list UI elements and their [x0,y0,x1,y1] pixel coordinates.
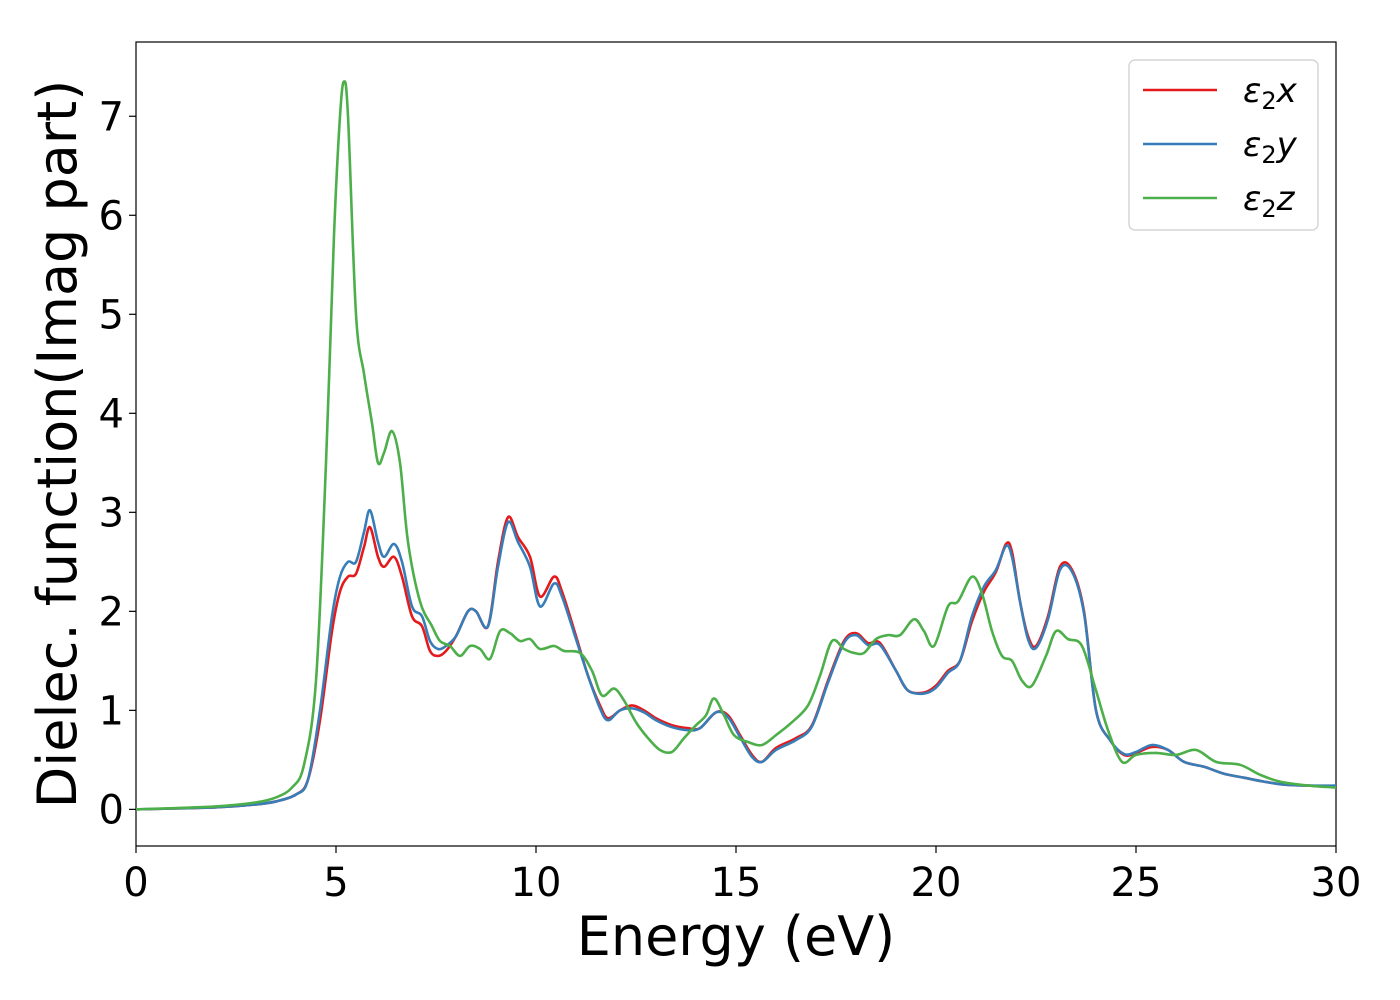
y-tick-label: 6 [99,193,124,239]
legend: ε2x ε2y ε2z [1128,59,1319,231]
y-tick-label: 5 [99,292,124,338]
x-tick-label: 20 [911,860,962,906]
x-tick-label: 0 [123,860,148,906]
y-tick-label: 1 [99,688,124,734]
x-axis-title: Energy (eV) [577,905,896,968]
x-tick-label: 15 [711,860,762,906]
legend-label-z: ε2z [1243,179,1296,223]
y-tick-label: 0 [99,787,124,833]
series-line-y [136,509,1336,811]
y-tick-label: 4 [99,391,124,437]
x-tick-label: 10 [511,860,562,906]
y-tick-label: 7 [99,94,124,140]
series-layer [136,80,1336,811]
series-line-z [136,80,1336,811]
x-axis-ticks: 0 5 10 15 20 25 30 [123,846,1361,906]
y-axis-ticks: 0 1 2 3 4 5 6 7 [99,94,136,833]
legend-box [1128,59,1319,231]
y-tick-label: 2 [99,589,124,635]
x-tick-label: 5 [323,860,348,906]
legend-label-x: ε2x [1243,71,1298,115]
x-tick-label: 25 [1111,860,1162,906]
legend-label-y: ε2y [1243,125,1298,169]
y-tick-label: 3 [99,490,124,536]
y-axis-title: Dielec. function(Imag part) [26,80,89,809]
x-tick-label: 30 [1311,860,1362,906]
